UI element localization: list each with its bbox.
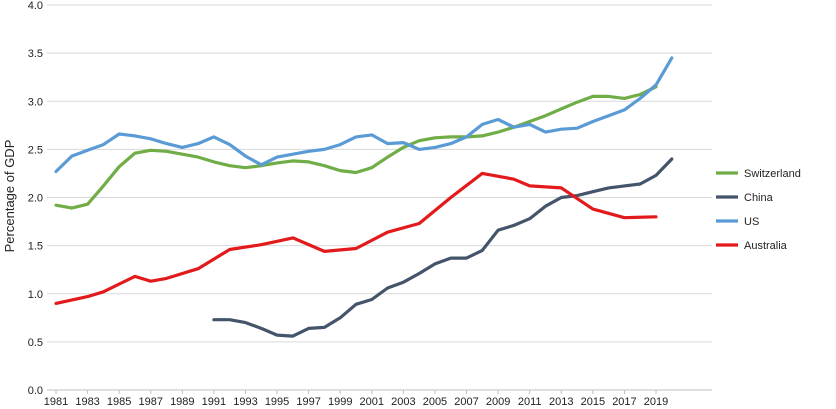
x-tick-2007: 2007 [454,396,478,408]
x-tick-labels: 1981 1983 1985 1987 1989 1991 1993 1995 1997 1999… [44,390,668,408]
x-tick-1997: 1997 [296,396,320,408]
legend: Switzerland China US Australia [716,168,801,252]
x-tick-2017: 2017 [612,396,636,408]
y-tick-1.5: 1.5 [28,241,43,253]
x-tick-1987: 1987 [138,396,162,408]
legend-label-china: China [744,192,774,204]
series-line-switzerland [54,85,658,210]
x-tick-1993: 1993 [233,396,257,408]
x-tick-1983: 1983 [75,396,99,408]
x-tick-1981: 1981 [44,396,68,408]
y-tick-3.0: 3.0 [28,96,43,108]
x-tick-2011: 2011 [518,396,542,408]
x-tick-2009: 2009 [486,396,510,408]
y-tick-labels: 0.0 0.5 1.0 1.5 2.0 2.5 3.0 3.5 4.0 [28,0,43,397]
y-tick-3.5: 3.5 [28,48,43,60]
x-tick-2005: 2005 [423,396,447,408]
series-line-china [212,157,674,338]
legend-label-switzerland: Switzerland [744,168,801,180]
plot-area [54,56,674,338]
legend-label-us: US [744,216,759,228]
x-tick-2001: 2001 [360,396,384,408]
x-tick-1991: 1991 [202,396,226,408]
x-tick-2015: 2015 [581,396,605,408]
x-tick-2013: 2013 [549,396,573,408]
y-tick-2.5: 2.5 [28,144,43,156]
y-tick-0.0: 0.0 [28,385,43,397]
x-tick-2003: 2003 [391,396,415,408]
y-tick-0.5: 0.5 [28,337,43,349]
y-gridlines [47,4,712,391]
x-tick-2019: 2019 [644,396,668,408]
y-tick-4.0: 4.0 [28,0,43,12]
legend-label-australia: Australia [744,240,788,252]
x-tick-1995: 1995 [265,396,289,408]
x-tick-1989: 1989 [170,396,194,408]
y-tick-2.0: 2.0 [28,193,43,205]
x-tick-1999: 1999 [328,396,352,408]
y-tick-1.0: 1.0 [28,289,43,301]
series-line-us [54,56,674,174]
x-tick-1985: 1985 [107,396,131,408]
y-axis-label: Percentage of GDP [2,140,17,253]
series-line-australia [54,171,658,305]
